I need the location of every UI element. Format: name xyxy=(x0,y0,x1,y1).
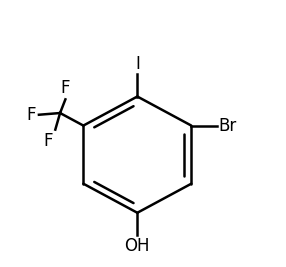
Text: Br: Br xyxy=(218,117,237,135)
Text: F: F xyxy=(61,79,70,97)
Text: OH: OH xyxy=(125,237,150,254)
Text: I: I xyxy=(135,55,140,73)
Text: F: F xyxy=(43,132,52,150)
Text: F: F xyxy=(27,106,36,124)
